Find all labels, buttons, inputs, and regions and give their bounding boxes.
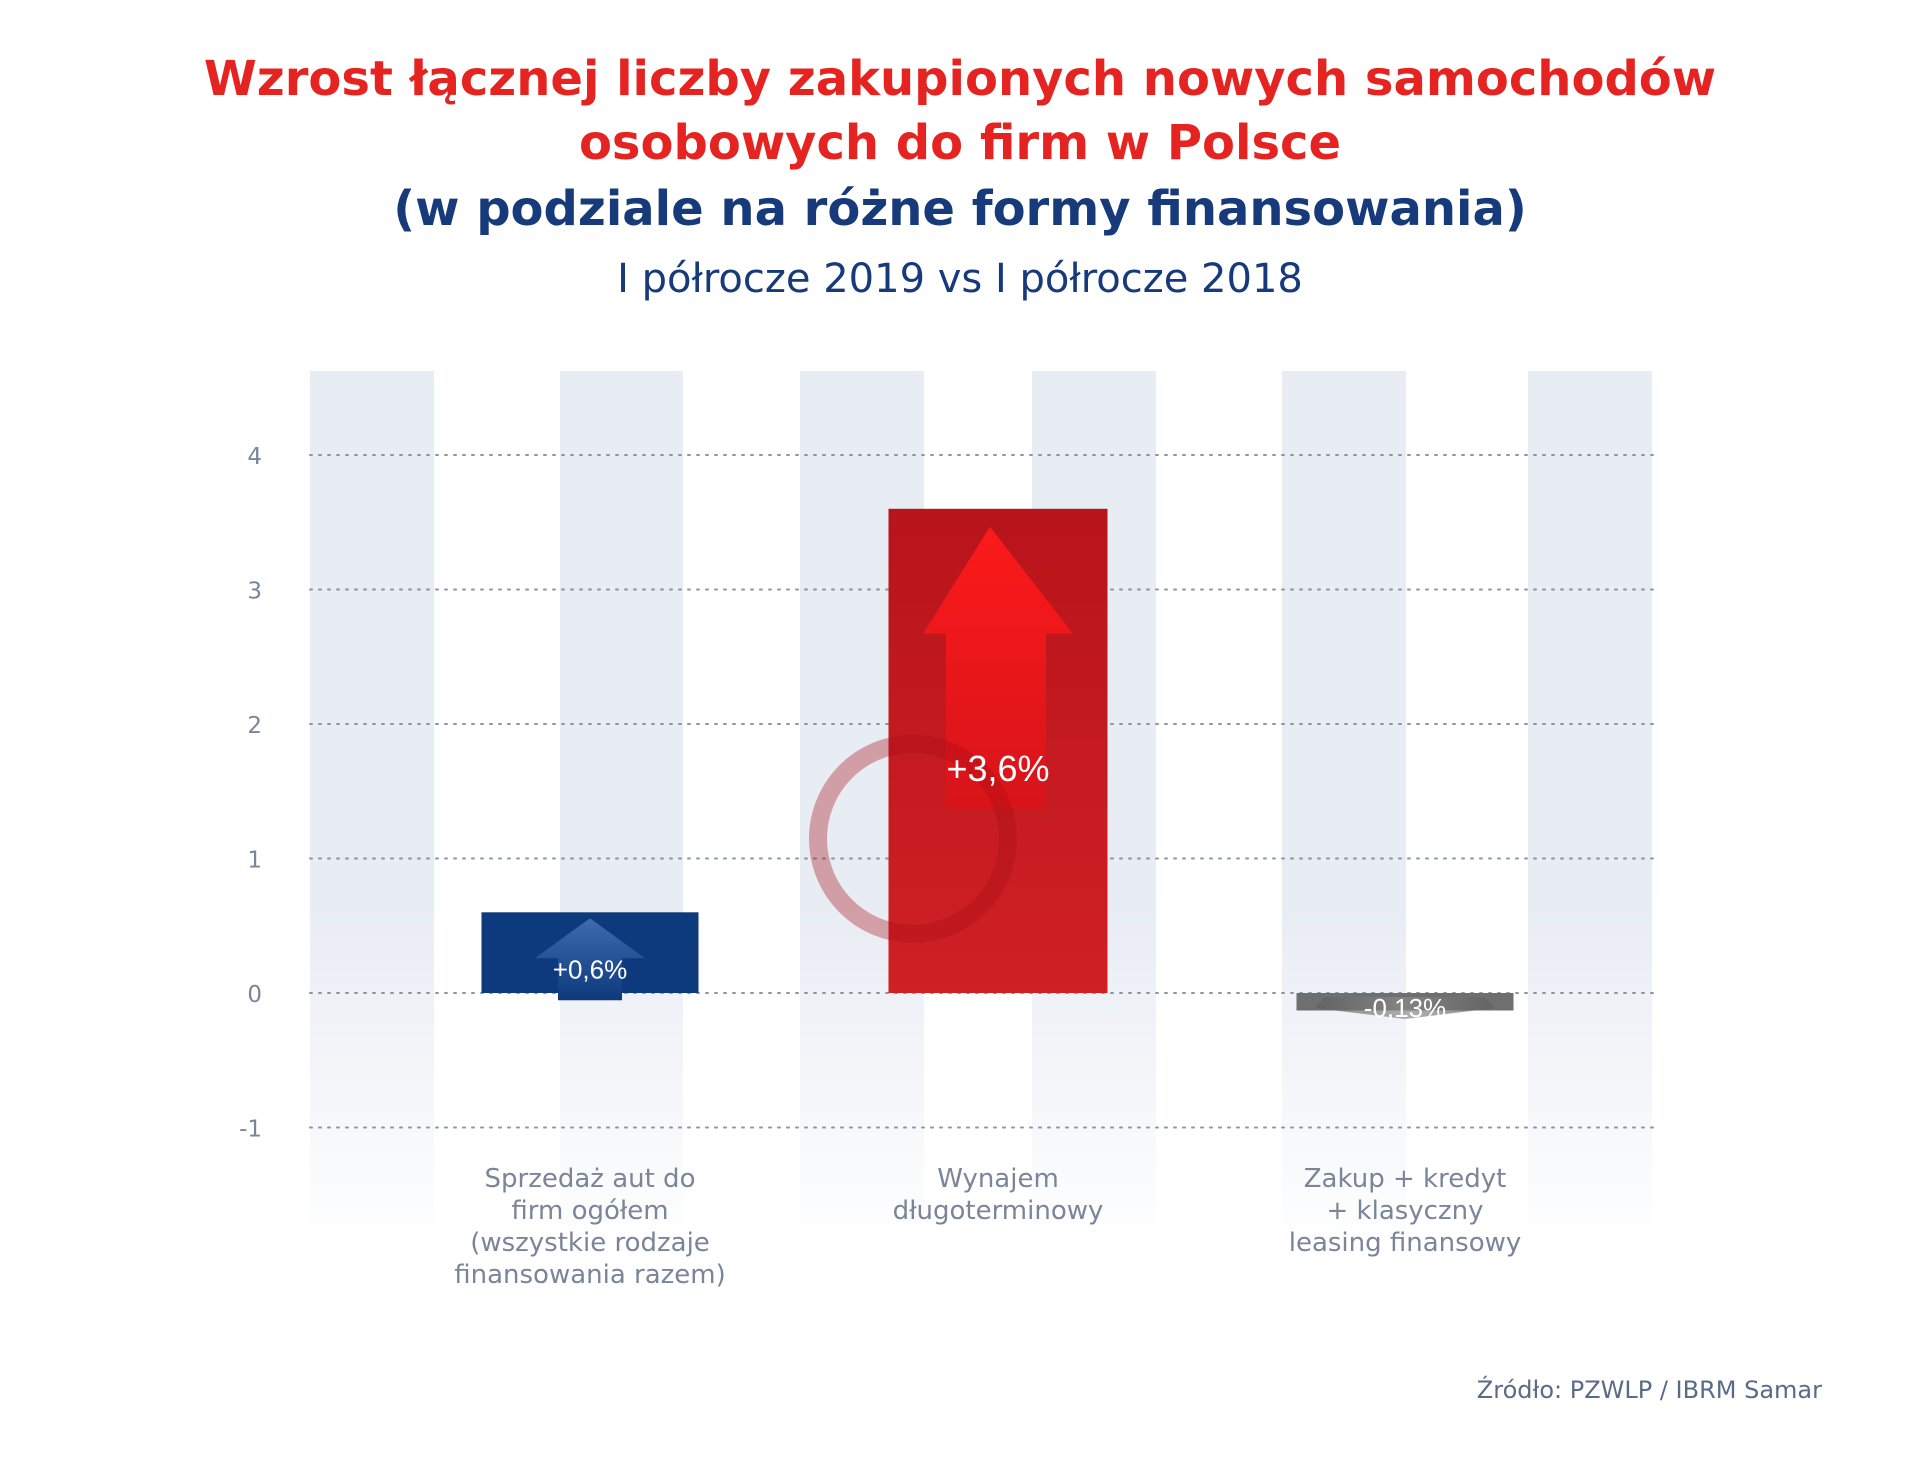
data-label-1: +3,6% [946, 748, 1049, 789]
y-tick-label: -1 [239, 1117, 262, 1143]
y-tick-label: 2 [247, 713, 262, 739]
up-arrow-icon [535, 918, 645, 1001]
data-label-2: -0,13% [1364, 993, 1446, 1023]
car-wheel-decoration [809, 734, 1017, 943]
y-axis-ticks: 4 3 2 1 0 -1 [239, 444, 262, 1143]
y-tick-label: 4 [247, 444, 262, 470]
bars: +0,6% +3,6% -0,13% [481, 508, 1514, 1023]
down-arrow-icon [1315, 997, 1495, 1019]
y-tick-label: 3 [247, 579, 262, 605]
category-label: długoterminowy [893, 1196, 1104, 1226]
category-label: (wszystkie rodzaje [470, 1228, 710, 1258]
chart-title-line-3: (w podziale na różne formy finansowania) [393, 181, 1527, 237]
chart-subtitle: I półrocze 2019 vs I półrocze 2018 [617, 256, 1303, 302]
chart-title-line-1: Wzrost łącznej liczby zakupionych nowych… [203, 51, 1717, 107]
up-arrow-icon [923, 526, 1073, 809]
y-tick-label: 1 [247, 848, 262, 874]
source-note: Źródło: PZWLP / IBRM Samar [1476, 1376, 1822, 1404]
chart-title-line-2: osobowych do firm w Polsce [578, 115, 1342, 171]
category-label: + klasyczny [1326, 1196, 1483, 1226]
category-label: Wynajem [937, 1164, 1059, 1194]
category-label: Zakup + kredyt [1304, 1164, 1507, 1194]
category-label: leasing finansowy [1289, 1228, 1522, 1258]
data-label-0: +0,6% [553, 954, 627, 984]
category-label: firm ogółem [511, 1196, 668, 1226]
category-label: finansowania razem) [454, 1260, 726, 1290]
y-tick-label: 0 [247, 982, 262, 1008]
category-label: Sprzedaż aut do [485, 1164, 696, 1194]
